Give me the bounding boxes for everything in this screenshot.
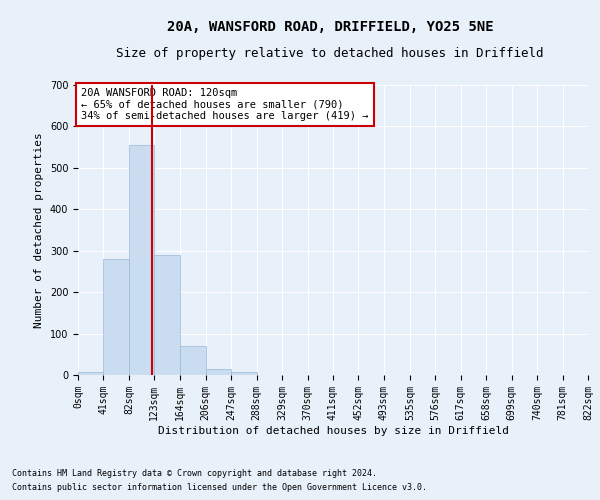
Y-axis label: Number of detached properties: Number of detached properties [34, 132, 44, 328]
X-axis label: Distribution of detached houses by size in Driffield: Distribution of detached houses by size … [157, 426, 509, 436]
Bar [154, 255, 180, 375]
Text: Contains HM Land Registry data © Crown copyright and database right 2024.: Contains HM Land Registry data © Crown c… [12, 468, 377, 477]
Bar [129, 145, 154, 375]
Bar [103, 259, 129, 375]
Bar [180, 346, 206, 375]
Text: 20A WANSFORD ROAD: 120sqm
← 65% of detached houses are smaller (790)
34% of semi: 20A WANSFORD ROAD: 120sqm ← 65% of detac… [81, 88, 368, 121]
Text: Contains public sector information licensed under the Open Government Licence v3: Contains public sector information licen… [12, 484, 427, 492]
Text: 20A, WANSFORD ROAD, DRIFFIELD, YO25 5NE: 20A, WANSFORD ROAD, DRIFFIELD, YO25 5NE [167, 20, 493, 34]
Bar [78, 372, 103, 375]
Text: Size of property relative to detached houses in Driffield: Size of property relative to detached ho… [116, 48, 544, 60]
Bar [206, 369, 231, 375]
Bar [231, 372, 257, 375]
